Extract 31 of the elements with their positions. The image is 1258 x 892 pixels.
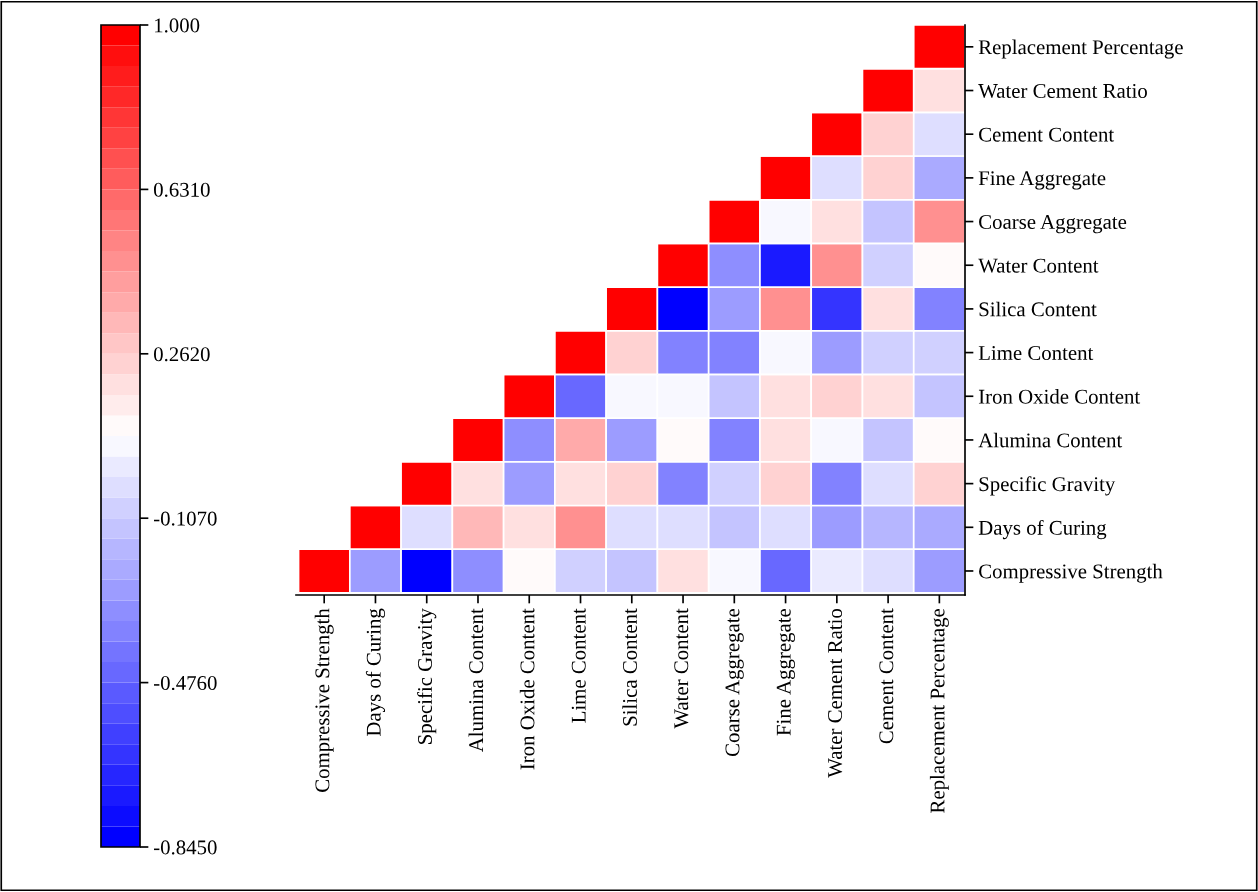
x-tick-label: Lime Content [571,608,586,723]
x-tick-label: Iron Oxide Content [519,608,535,770]
x-tick-label: Days of Curing [365,608,386,737]
y-tick-label: Coarse Aggregate [979,214,1127,234]
x-tick-label: Water Content [674,608,689,729]
color-bar-label: -0.8450 [153,840,217,855]
y-tick-label: Specific Gravity [979,476,1116,496]
y-tick-label: Water Content [978,258,1099,273]
x-tick-label: Cement Content [879,608,894,744]
y-tick-label: Days of Curing [978,519,1107,540]
x-tick-label: Coarse Aggregate [725,608,744,757]
y-tick-label: Water Cement Ratio [978,83,1147,99]
y-tick-label: Cement Content [979,127,1115,142]
x-tick-label: Specific Gravity [417,608,437,744]
x-tick-label: Alumina Content [468,608,484,753]
y-tick-label: Lime Content [978,346,1094,361]
color-bar-label: -0.1070 [153,511,217,526]
y-tick-label: Compressive Strength [979,563,1163,583]
y-tick-label: Iron Oxide Content [978,389,1141,404]
color-bar-label: 0.2620 [153,347,210,362]
y-tick-label: Replacement Percentage [978,39,1183,59]
color-bar-label: -0.4760 [153,675,217,691]
x-tick-label: Compressive Strength [314,608,334,792]
color-bar-label: 0.6310 [153,182,210,197]
y-tick-label: Silica Content [979,301,1097,317]
x-tick-label: Water Cement Ratio [828,608,843,778]
y-tick-label: Alumina Content [978,432,1123,448]
x-tick-label: Silica Content [622,608,637,726]
x-tick-label: Fine Aggregate [776,608,796,736]
color-bar-label: 1.000 [155,18,200,33]
y-tick-label: Fine Aggregate [978,171,1106,190]
